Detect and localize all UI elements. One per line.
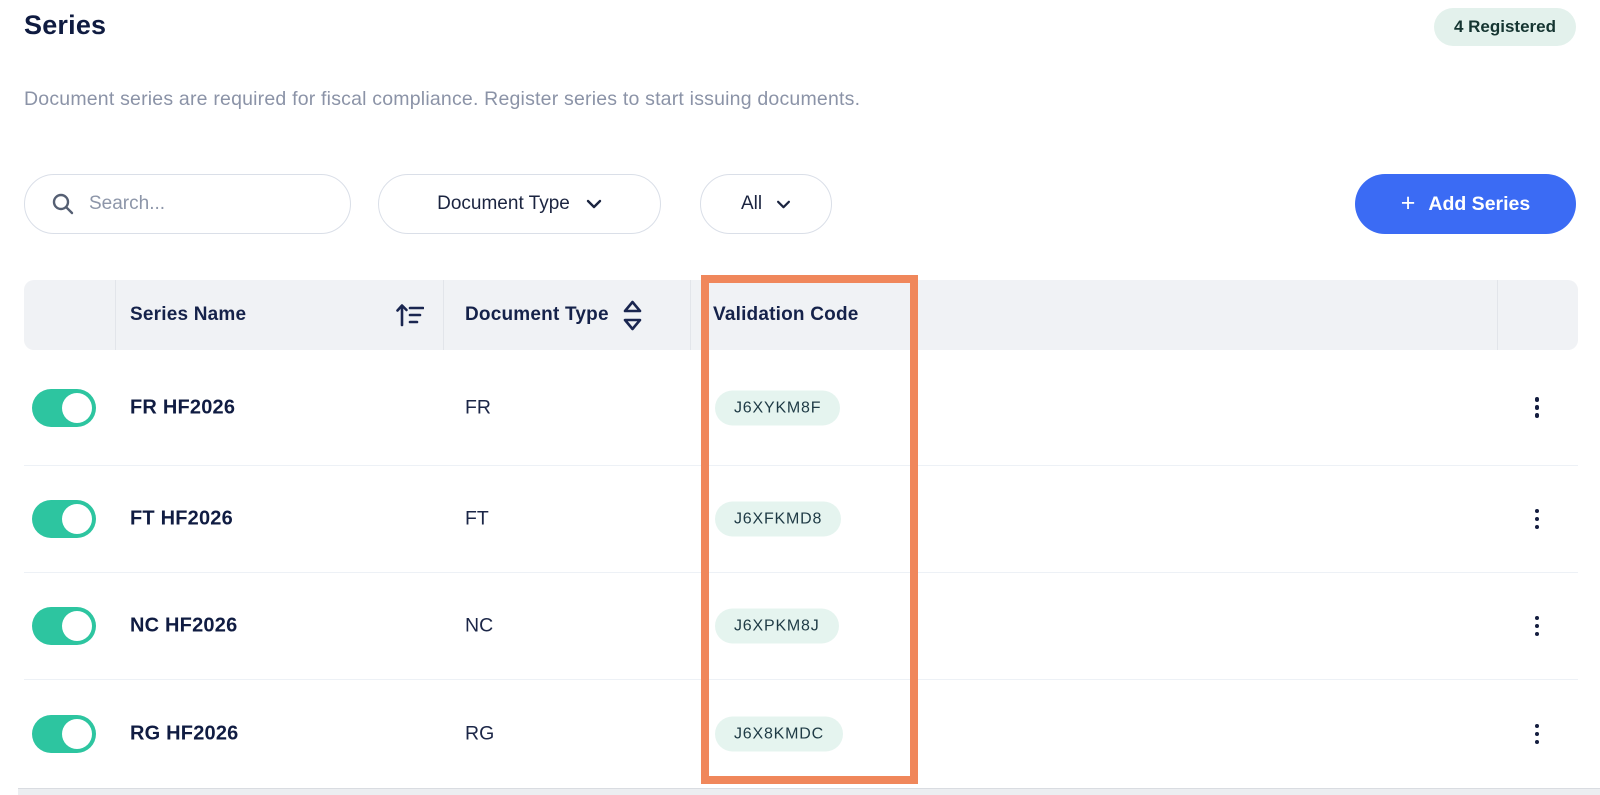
series-enabled-toggle[interactable] [32, 607, 96, 645]
series-table: Series Name Document Type [24, 280, 1578, 788]
toggle-knob [62, 719, 92, 749]
page-description: Document series are required for fiscal … [24, 88, 861, 110]
table-row: FR HF2026 FR J6XYKM8F [24, 350, 1578, 466]
search-input[interactable] [89, 193, 309, 215]
column-header-validation-code[interactable]: Validation Code [713, 304, 859, 325]
series-name-cell: NC HF2026 [130, 614, 238, 637]
validation-code-badge: J6XYKM8F [715, 390, 841, 425]
chevron-down-icon [776, 200, 791, 209]
series-name-cell: FR HF2026 [130, 396, 236, 418]
table-row: FT HF2026 FT J6XFKMD8 [24, 466, 1578, 573]
document-type-cell: NC [465, 614, 494, 637]
header-separator [1497, 280, 1498, 350]
add-series-button-label: Add Series [1428, 192, 1531, 215]
status-filter-dropdown[interactable]: All [700, 174, 832, 234]
registered-count-badge: 4 Registered [1433, 8, 1576, 46]
document-type-filter-dropdown[interactable]: Document Type [378, 174, 661, 234]
row-actions-menu-icon[interactable] [1519, 388, 1555, 428]
search-input-container[interactable] [24, 174, 351, 234]
toolbar: Document Type All + Add Series [0, 174, 1600, 235]
series-enabled-toggle[interactable] [32, 388, 96, 427]
document-type-cell: FT [465, 507, 489, 530]
series-name-cell: FT HF2026 [130, 507, 233, 530]
document-type-cell: FR [465, 396, 491, 418]
document-type-cell: RG [465, 722, 495, 745]
row-actions-menu-icon[interactable] [1519, 714, 1555, 754]
table-row: NC HF2026 NC J6XPKM8J [24, 573, 1578, 680]
toggle-knob [62, 392, 92, 423]
document-type-filter-label: Document Type [437, 193, 570, 214]
add-series-button[interactable]: + Add Series [1355, 174, 1576, 234]
toggle-knob [62, 504, 92, 534]
series-enabled-toggle[interactable] [32, 715, 96, 753]
validation-code-badge: J6X8KMDC [715, 716, 843, 752]
column-header-series-name[interactable]: Series Name [130, 304, 247, 325]
validation-code-badge: J6XPKM8J [715, 608, 839, 644]
sort-ascending-icon[interactable] [395, 280, 424, 350]
table-header-row: Series Name Document Type [24, 280, 1578, 350]
sort-both-icon [622, 299, 643, 332]
column-header-document-type[interactable]: Document Type [465, 280, 643, 350]
plus-icon: + [1400, 188, 1416, 217]
header-separator [443, 280, 444, 350]
header-separator [690, 280, 691, 350]
chevron-down-icon [586, 199, 602, 209]
series-enabled-toggle[interactable] [32, 500, 96, 538]
row-actions-menu-icon[interactable] [1519, 499, 1555, 539]
search-icon [51, 192, 75, 216]
status-filter-label: All [740, 193, 763, 214]
series-name-cell: RG HF2026 [130, 722, 239, 745]
page-title: Series [24, 10, 107, 40]
validation-code-badge: J6XFKMD8 [715, 501, 842, 537]
bottom-edge-strip [18, 788, 1600, 795]
row-actions-menu-icon[interactable] [1519, 606, 1555, 646]
toggle-knob [62, 611, 92, 641]
table-row: RG HF2026 RG J6X8KMDC [24, 680, 1578, 788]
header-separator [115, 280, 116, 350]
column-header-document-type-label: Document Type [465, 304, 609, 325]
